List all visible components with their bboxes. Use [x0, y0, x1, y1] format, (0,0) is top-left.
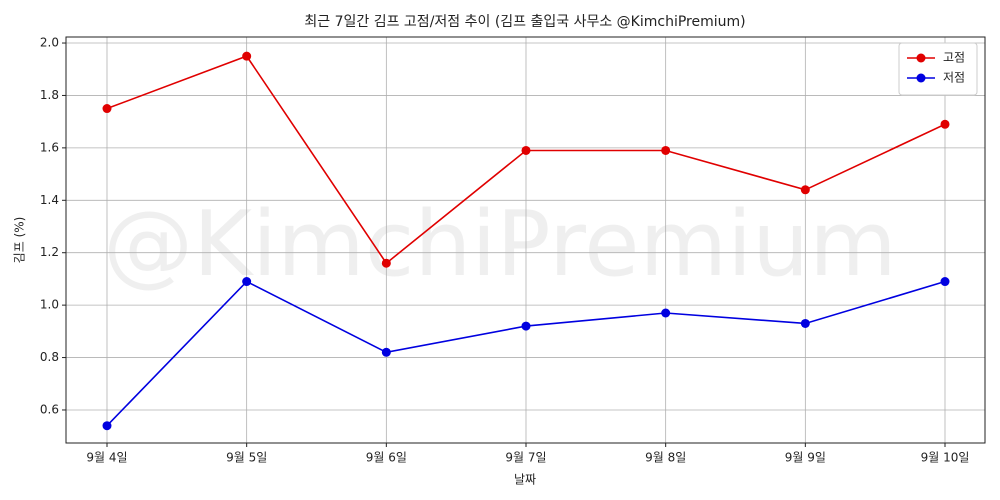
legend-label: 고점 [943, 51, 965, 65]
x-tick-label: 9월 9일 [785, 451, 826, 465]
point [800, 318, 810, 328]
point [661, 308, 671, 318]
legend-marker [916, 73, 926, 83]
x-tick-label: 9월 6일 [366, 451, 407, 465]
point [381, 347, 391, 357]
y-tick-label: 2.0 [40, 36, 59, 50]
y-tick-label: 1.0 [40, 298, 59, 312]
y-tick-label: 1.6 [40, 140, 59, 154]
point [242, 51, 252, 61]
y-axis-label: 김프 (%) [13, 217, 27, 264]
point [521, 321, 531, 331]
chart-title: 최근 7일간 김프 고점/저점 추이 (김프 출입국 사무소 @KimchiPr… [304, 14, 745, 30]
x-tick-label: 9월 7일 [505, 451, 546, 465]
point [800, 185, 810, 195]
y-tick-label: 0.6 [40, 402, 59, 416]
y-tick-label: 1.8 [40, 88, 59, 102]
point [242, 277, 252, 287]
point [521, 145, 531, 155]
point [102, 421, 112, 431]
x-axis-label: 날짜 [514, 473, 536, 487]
point [661, 145, 671, 155]
x-tick-label: 9월 10일 [921, 451, 970, 465]
y-tick-label: 1.2 [40, 245, 59, 259]
point [940, 119, 950, 129]
y-tick-label: 0.8 [40, 350, 59, 364]
x-tick-label: 9월 8일 [645, 451, 686, 465]
y-tick-label: 1.4 [40, 193, 59, 207]
point [102, 104, 112, 114]
point [940, 277, 950, 287]
legend-label: 저점 [943, 71, 965, 85]
point [381, 258, 391, 268]
watermark: @KimchiPremium [103, 192, 897, 297]
x-tick-label: 9월 4일 [86, 451, 127, 465]
legend-marker [916, 53, 926, 63]
x-tick-label: 9월 5일 [226, 451, 267, 465]
plot-frame [65, 36, 986, 444]
legend-box [898, 42, 978, 96]
